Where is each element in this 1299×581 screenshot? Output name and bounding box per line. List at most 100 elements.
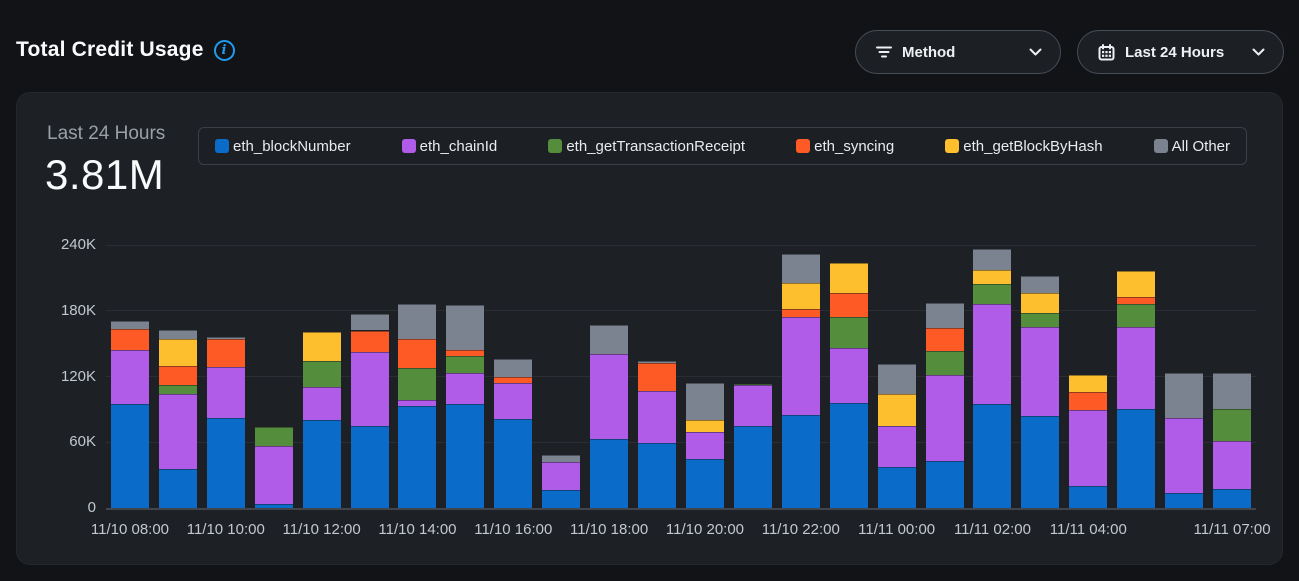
bar-column[interactable] xyxy=(302,245,341,508)
bar-segment-eth-chainid xyxy=(1213,441,1252,490)
bar-segment-all other xyxy=(877,364,916,395)
bar-segment-eth-blocknumber xyxy=(1117,409,1156,508)
bar-segment-eth-blocknumber xyxy=(781,414,820,508)
bar-column[interactable] xyxy=(733,245,772,508)
bar-column[interactable] xyxy=(350,245,389,508)
bar-column[interactable] xyxy=(877,245,916,508)
bar-segment-eth-chainid xyxy=(925,375,964,461)
bar-segment-eth-chainid xyxy=(973,304,1012,404)
bar-column[interactable] xyxy=(638,245,677,508)
x-tick-label: 11/10 08:00 xyxy=(90,521,170,538)
gridline xyxy=(106,441,1256,443)
bar-segment-all other xyxy=(973,249,1012,271)
time-range-dropdown[interactable]: Last 24 Hours xyxy=(1077,30,1284,74)
method-dropdown[interactable]: Method xyxy=(855,30,1061,74)
bar-column[interactable] xyxy=(1165,245,1204,508)
bar-segment-eth-syncing xyxy=(638,363,677,391)
bar-segment-all other xyxy=(494,358,533,377)
bar-column[interactable] xyxy=(829,245,868,508)
gridline xyxy=(106,376,1256,377)
bar-segment-eth-syncing xyxy=(206,339,245,367)
legend-item-all other[interactable]: All Other xyxy=(1153,138,1230,155)
bar-segment-eth-blocknumber xyxy=(590,438,629,508)
bar-column[interactable] xyxy=(781,245,820,508)
bar-segment-eth-gettransactionreceipt xyxy=(398,367,437,400)
summary-period-label: Last 24 Hours xyxy=(47,123,166,144)
bar-segment-eth-chainid xyxy=(590,353,629,439)
bar-segment-eth-blocknumber xyxy=(302,420,341,508)
bar-segment-eth-blocknumber xyxy=(685,458,724,508)
bar-segment-eth-chainid xyxy=(542,461,581,491)
bar-segment-eth-chainid xyxy=(877,425,916,468)
y-tick-label: 240K xyxy=(60,236,96,253)
y-tick-label: 180K xyxy=(60,301,96,319)
bar-segment-all other xyxy=(685,383,724,421)
chart-legend: eth_blockNumber eth_chainId eth_getTransac… xyxy=(198,127,1247,165)
bar-column[interactable] xyxy=(110,245,149,508)
bar-segment-all other xyxy=(781,253,820,284)
bar-segment-eth-getblockbyhash xyxy=(685,420,724,433)
bar-segment-eth-chainid xyxy=(494,383,533,420)
legend-swatch xyxy=(1153,139,1168,153)
bar-column[interactable] xyxy=(925,245,964,508)
legend-item-eth-syncing[interactable]: eth_syncing xyxy=(796,138,894,155)
bar-column[interactable] xyxy=(446,245,485,508)
x-tick-label: 11/10 10:00 xyxy=(186,521,265,538)
bar-column[interactable] xyxy=(398,245,437,508)
bar-segment-eth-gettransactionreceipt xyxy=(733,384,772,386)
bar-column[interactable] xyxy=(1021,245,1060,508)
bar-segment-eth-blocknumber xyxy=(925,460,964,508)
bar-segment-eth-chainid xyxy=(350,352,389,426)
bar-segment-eth-syncing xyxy=(446,350,485,356)
bar-segment-all other xyxy=(925,303,964,329)
bar-segment-eth-chainid xyxy=(781,317,820,415)
bar-segment-eth-chainid xyxy=(829,348,868,403)
bar-segment-eth-blocknumber xyxy=(542,490,581,508)
page-title-text: Total Credit Usage xyxy=(16,38,204,61)
legend-label: eth_chainId xyxy=(419,137,498,155)
legend-label: eth_blockNumber xyxy=(233,137,351,155)
bar-segment-eth-chainid xyxy=(398,399,437,407)
summary-total-value: 3.81M xyxy=(45,151,165,198)
x-tick-label: 11/11 02:00 xyxy=(953,521,1031,538)
bar-segment-eth-chainid xyxy=(733,385,772,426)
bar-column[interactable] xyxy=(685,245,724,508)
bar-column[interactable] xyxy=(542,245,581,508)
bar-segment-all other xyxy=(110,320,149,330)
bar-column[interactable] xyxy=(1117,245,1156,508)
bar-column[interactable] xyxy=(254,245,293,508)
bar-segment-eth-gettransactionreceipt xyxy=(446,355,485,374)
bar-column[interactable] xyxy=(494,245,533,508)
bar-segment-eth-chainid xyxy=(1069,410,1108,487)
bar-segment-eth-chainid xyxy=(1021,327,1060,416)
bar-segment-eth-getblockbyhash xyxy=(1117,271,1156,297)
legend-item-eth-chainid[interactable]: eth_chainId xyxy=(401,137,498,155)
bar-column[interactable] xyxy=(206,245,245,508)
method-dropdown-label: Method xyxy=(902,43,956,61)
bar-column[interactable] xyxy=(973,245,1012,508)
legend-item-eth-blocknumber[interactable]: eth_blockNumber xyxy=(215,138,351,155)
bar-segment-eth-blocknumber xyxy=(446,403,485,508)
bar-segment-eth-getblockbyhash xyxy=(1069,375,1108,392)
x-tick-label: 11/10 22:00 xyxy=(761,521,840,538)
bar-segment-eth-syncing xyxy=(829,293,868,318)
chart-plot-area xyxy=(106,244,1256,510)
bar-column[interactable] xyxy=(1213,245,1252,508)
legend-item-eth-getblockbyhash[interactable]: eth_getBlockByHash xyxy=(945,138,1103,155)
gridline xyxy=(106,244,1256,246)
bar-segment-eth-gettransactionreceipt xyxy=(254,426,293,446)
y-tick-label: 60K xyxy=(69,433,96,451)
bar-column[interactable] xyxy=(1069,245,1108,508)
legend-item-eth-gettransactionreceipt[interactable]: eth_getTransactionReceipt xyxy=(548,138,745,155)
bar-segment-eth-blocknumber xyxy=(1021,415,1060,508)
bar-column[interactable] xyxy=(158,245,197,508)
bar-segment-eth-blocknumber xyxy=(638,443,677,508)
x-tick-label: 11/11 04:00 xyxy=(1049,521,1127,538)
legend-swatch xyxy=(796,139,811,153)
info-icon[interactable]: i xyxy=(213,39,235,61)
bar-segment-eth-syncing xyxy=(925,328,964,352)
bar-column[interactable] xyxy=(590,245,629,508)
x-tick-label: 11/10 18:00 xyxy=(570,521,649,538)
bar-segment-eth-syncing xyxy=(781,308,820,318)
bar-segment-eth-blocknumber xyxy=(350,425,389,508)
